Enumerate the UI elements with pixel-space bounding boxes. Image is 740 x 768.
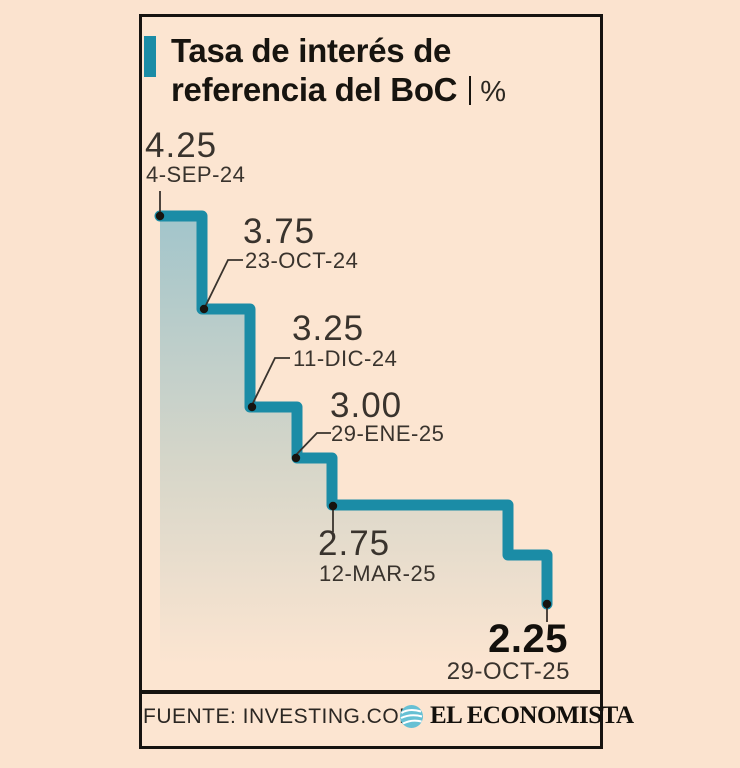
point-date-label: 4-SEP-24 [146,162,246,187]
dot-3.25 [247,402,257,412]
point-date-label: 12-MAR-25 [319,561,436,586]
point-date-label: 29-ENE-25 [331,421,445,446]
point-value-label: 2.75 [318,524,391,563]
point-value-label-current: 2.25 [488,617,568,661]
el-economista-logo-icon [400,704,423,728]
dot-2.25 [542,599,552,609]
point-value-label: 3.25 [292,309,365,348]
data-point-dots [155,211,552,609]
chart-card-inner: Tasa de interés de referencia del BoC% 4… [142,17,634,746]
chart-title: Tasa de interés de referencia del BoC% [171,31,506,112]
callout-line-3.25 [251,357,290,406]
el-economista-brand: EL ECONOMISTA [399,702,634,730]
point-date-label: 23-OCT-24 [245,248,359,273]
dot-4.25 [155,211,165,221]
unit-label: % [480,76,506,108]
chart-card: Tasa de interés de referencia del BoC% 4… [139,14,634,749]
title-accent-bar [144,36,156,77]
dot-2.75 [328,501,338,511]
callout-lines [159,191,548,622]
callout-line-3.00 [294,432,331,457]
brand-name: EL ECONOMISTA [430,702,634,729]
chart-title-line2: referencia del BoC [171,71,458,108]
chart-title-line1: Tasa de interés de [171,32,452,69]
dot-3.75 [199,304,209,314]
unit-divider-bar [469,76,472,105]
point-value-label: 3.00 [330,386,403,425]
area-fill [160,216,547,662]
footer-divider [142,690,600,694]
point-value-label: 4.25 [145,126,218,165]
callout-line-3.75 [204,259,243,308]
source-label: FUENTE: INVESTING.COM [143,705,418,728]
point-value-label: 3.75 [243,212,316,251]
point-date-label: 11-DIC-24 [293,346,398,371]
step-chart [154,191,553,662]
dot-3.00 [291,453,301,463]
point-date-label-current: 29-OCT-25 [446,658,570,685]
